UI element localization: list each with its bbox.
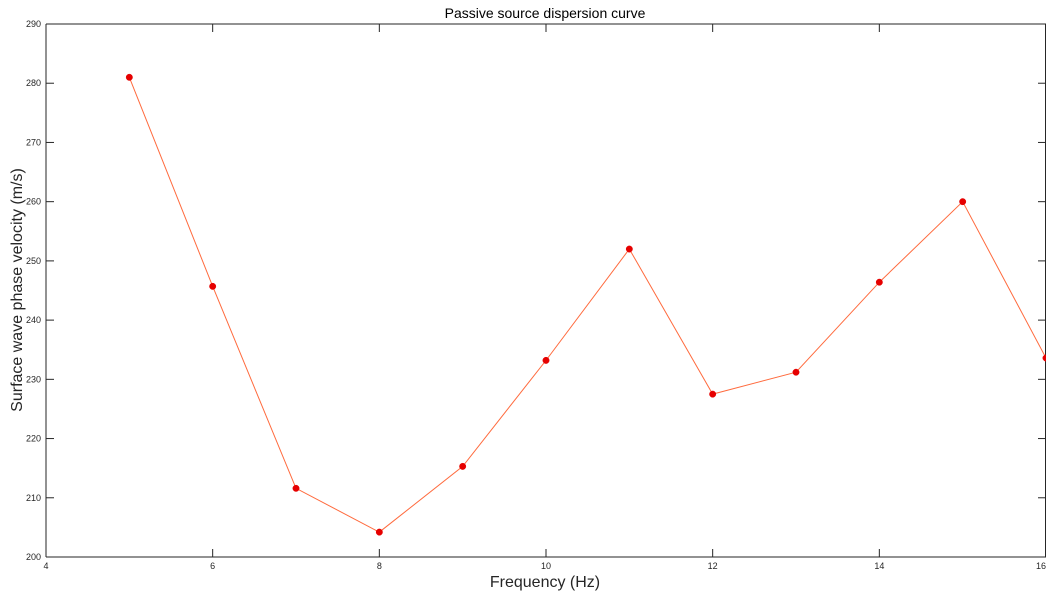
x-tick-label: 8: [377, 561, 382, 571]
data-point: [625, 245, 633, 253]
data-point: [375, 528, 383, 536]
chart-title: Passive source dispersion curve: [445, 5, 646, 21]
data-point: [292, 484, 300, 492]
y-tick-label: 290: [26, 19, 41, 29]
x-tick-label: 4: [43, 561, 48, 571]
plot-area: [46, 24, 1046, 557]
data-point: [959, 198, 967, 206]
y-tick-label: 210: [26, 493, 41, 503]
x-tick-label: 6: [210, 561, 215, 571]
x-tick-label: 12: [708, 561, 718, 571]
series-line: [128, 77, 1046, 533]
x-tick-label: 10: [541, 561, 551, 571]
y-tick-label: 280: [26, 78, 41, 88]
y-tick-label: 200: [26, 552, 41, 562]
data-point: [875, 278, 883, 286]
y-tick-label: 220: [26, 434, 41, 444]
y-axis-title: Surface wave phase velocity (m/s): [9, 168, 26, 412]
y-tick-label: 260: [26, 197, 41, 207]
data-point: [709, 390, 717, 398]
y-tick-label: 250: [26, 256, 41, 266]
x-axis-title: Frequency (Hz): [490, 574, 600, 591]
series-layer: [125, 73, 1046, 536]
data-point: [209, 282, 217, 290]
data-point: [125, 73, 133, 81]
data-point: [1042, 354, 1046, 362]
data-point: [792, 368, 800, 376]
y-tick-label: 240: [26, 315, 41, 325]
data-point: [459, 462, 467, 470]
x-tick-label: 14: [874, 561, 884, 571]
data-point: [542, 356, 550, 364]
ticks-layer: 4 6 8 10 12 14 16 200 210 220 230 240 250 260 270 280 29…: [26, 19, 1046, 571]
x-tick-label: 16: [1036, 561, 1046, 571]
y-tick-label: 230: [26, 374, 41, 384]
y-tick-label: 270: [26, 137, 41, 147]
